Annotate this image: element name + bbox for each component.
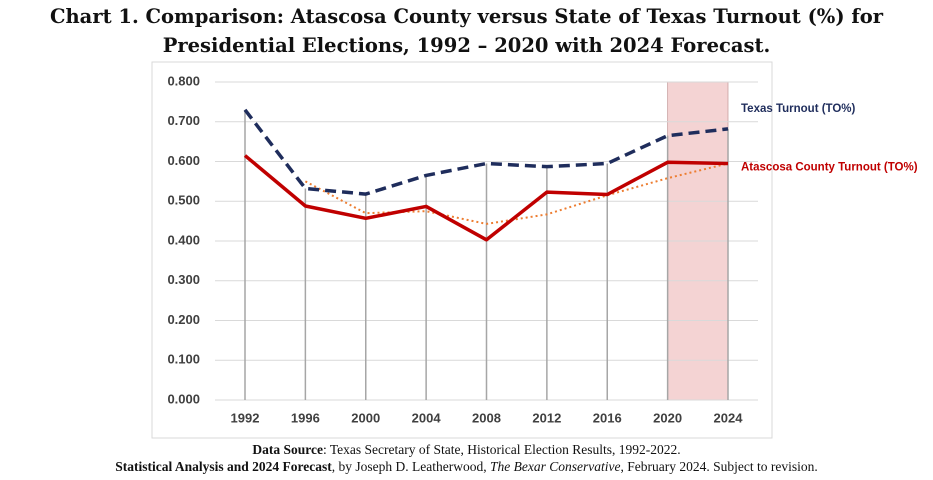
source-text: Data Source bbox=[252, 442, 323, 457]
x-tick-label: 2000 bbox=[351, 410, 380, 425]
title-box: Chart 1. Comparison: Atascosa County ver… bbox=[0, 2, 933, 60]
source-text: Statistical Analysis and 2024 Forecast bbox=[115, 459, 332, 474]
trend-line bbox=[304, 162, 729, 225]
y-tick-label: 0.700 bbox=[167, 113, 200, 128]
y-tick-label: 0.800 bbox=[167, 73, 200, 88]
source-text: , February 2024. Subject to revision. bbox=[620, 459, 818, 474]
source-line: Statistical Analysis and 2024 Forecast, … bbox=[0, 458, 933, 475]
source-line: Data Source: Texas Secretary of State, H… bbox=[0, 441, 933, 458]
series-line bbox=[243, 108, 729, 196]
x-tick-label: 1996 bbox=[291, 410, 320, 425]
x-tick-label: 2004 bbox=[412, 410, 442, 425]
y-tick-label: 0.200 bbox=[167, 312, 200, 327]
series-label: Atascosa County Turnout (TO%) bbox=[741, 162, 918, 174]
source-text: The Bexar Conservative bbox=[490, 459, 621, 474]
y-tick-label: 0.500 bbox=[167, 193, 200, 208]
x-tick-label: 2024 bbox=[714, 410, 744, 425]
series-line bbox=[243, 154, 729, 242]
x-tick-label: 2008 bbox=[472, 410, 501, 425]
series-label: Texas Turnout (TO%) bbox=[741, 103, 856, 115]
y-tick-label: 0.100 bbox=[167, 352, 200, 367]
y-tick-label: 0.400 bbox=[167, 232, 200, 247]
y-tick-label: 0.000 bbox=[167, 391, 200, 406]
source-text: , by Joseph D. Leatherwood, bbox=[331, 459, 491, 474]
source-text: : Texas Secretary of State, Historical E… bbox=[323, 442, 681, 457]
x-tick-label: 2016 bbox=[593, 410, 622, 425]
x-tick-label: 1992 bbox=[231, 410, 260, 425]
x-tick-label: 2020 bbox=[653, 410, 682, 425]
y-tick-label: 0.300 bbox=[167, 272, 200, 287]
chart-title: Chart 1. Comparison: Atascosa County ver… bbox=[49, 5, 884, 57]
x-tick-label: 2012 bbox=[532, 410, 561, 425]
source-note: Data Source: Texas Secretary of State, H… bbox=[0, 441, 933, 475]
y-tick-label: 0.600 bbox=[167, 153, 200, 168]
